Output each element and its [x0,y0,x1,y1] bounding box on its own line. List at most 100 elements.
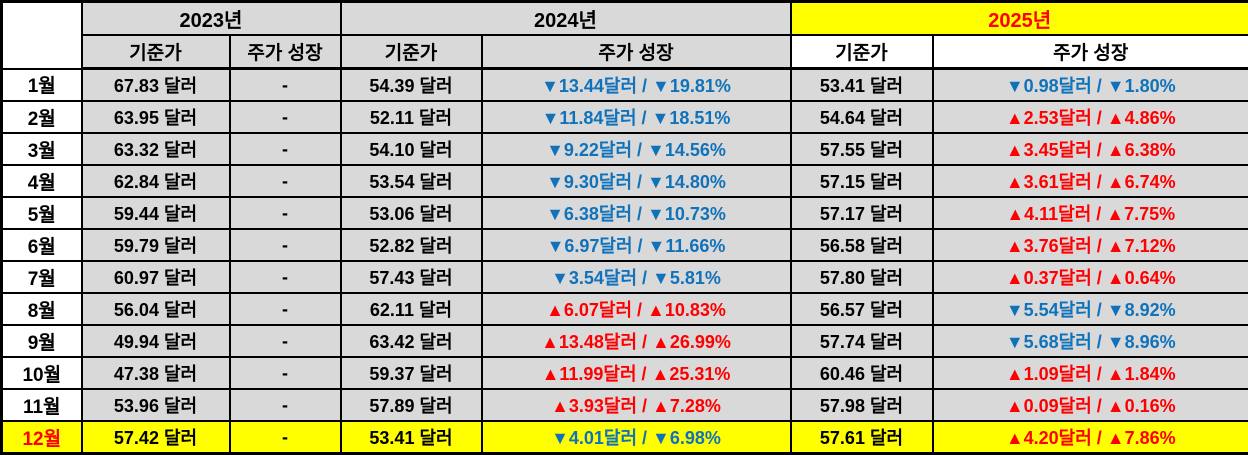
year-2025-header: 2025년 [791,2,1248,36]
base-price-2024-cell: 52.82 달러 [341,229,482,261]
base-price-2025-cell: 57.55 달러 [791,133,933,165]
base-price-2023-cell: 49.94 달러 [82,325,230,357]
month-cell: 3월 [2,133,82,165]
subheader-2023-growth: 주가 성장 [230,35,341,69]
base-price-2023-cell: 56.04 달러 [82,293,230,325]
subheader-2023-base: 기준가 [82,35,230,69]
month-cell: 2월 [2,101,82,133]
base-price-2025-cell: 56.58 달러 [791,229,933,261]
month-cell: 6월 [2,229,82,261]
month-cell: 12월 [2,421,82,454]
growth-2023-cell: - [230,421,341,454]
base-price-2025-cell: 56.57 달러 [791,293,933,325]
growth-2025-cell: ▲1.09달러 / ▲1.84% [933,357,1248,389]
subheader-2025-growth: 주가 성장 [933,35,1248,69]
base-price-2025-cell: 53.41 달러 [791,69,933,102]
table-row: 4월 62.84 달러 - 53.54 달러 ▼9.30달러 / ▼14.80%… [2,165,1248,197]
base-price-2024-cell: 59.37 달러 [341,357,482,389]
base-price-2023-cell: 63.95 달러 [82,101,230,133]
subheader-2024-base: 기준가 [341,35,482,69]
year-2024-header: 2024년 [341,2,791,36]
growth-2025-cell: ▼0.98달러 / ▼1.80% [933,69,1248,102]
year-2023-header: 2023년 [82,2,341,36]
base-price-2023-cell: 60.97 달러 [82,261,230,293]
growth-2023-cell: - [230,101,341,133]
base-price-2025-cell: 54.64 달러 [791,101,933,133]
growth-2023-cell: - [230,261,341,293]
growth-2023-cell: - [230,229,341,261]
subheader-row: 기준가 주가 성장 기준가 주가 성장 기준가 주가 성장 [2,35,1248,69]
growth-2024-cell: ▲6.07달러 / ▲10.83% [482,293,791,325]
base-price-2024-cell: 57.43 달러 [341,261,482,293]
base-price-2023-cell: 67.83 달러 [82,69,230,102]
growth-2025-cell: ▲4.20달러 / ▲7.86% [933,421,1248,454]
base-price-2024-cell: 57.89 달러 [341,389,482,421]
month-cell: 5월 [2,197,82,229]
corner-cell [2,2,82,69]
growth-2023-cell: - [230,357,341,389]
base-price-2025-cell: 57.74 달러 [791,325,933,357]
base-price-2023-cell: 62.84 달러 [82,165,230,197]
table-row: 5월 59.44 달러 - 53.06 달러 ▼6.38달러 / ▼10.73%… [2,197,1248,229]
table-row: 12월 57.42 달러 - 53.41 달러 ▼4.01달러 / ▼6.98%… [2,421,1248,454]
growth-2024-cell: ▼6.97달러 / ▼11.66% [482,229,791,261]
growth-2024-cell: ▼9.30달러 / ▼14.80% [482,165,791,197]
table-row: 2월 63.95 달러 - 52.11 달러 ▼11.84달러 / ▼18.51… [2,101,1248,133]
base-price-2025-cell: 57.17 달러 [791,197,933,229]
growth-2025-cell: ▲3.45달러 / ▲6.38% [933,133,1248,165]
month-cell: 7월 [2,261,82,293]
month-cell: 8월 [2,293,82,325]
growth-2024-cell: ▼6.38달러 / ▼10.73% [482,197,791,229]
growth-2025-cell: ▼5.54달러 / ▼8.92% [933,293,1248,325]
base-price-2023-cell: 47.38 달러 [82,357,230,389]
base-price-2025-cell: 60.46 달러 [791,357,933,389]
base-price-2025-cell: 57.80 달러 [791,261,933,293]
growth-2023-cell: - [230,133,341,165]
base-price-2024-cell: 63.42 달러 [341,325,482,357]
subheader-2024-growth: 주가 성장 [482,35,791,69]
base-price-2023-cell: 53.96 달러 [82,389,230,421]
base-price-2025-cell: 57.15 달러 [791,165,933,197]
growth-2023-cell: - [230,69,341,102]
month-cell: 11월 [2,389,82,421]
growth-2023-cell: - [230,389,341,421]
table-row: 10월 47.38 달러 - 59.37 달러 ▲11.99달러 / ▲25.3… [2,357,1248,389]
growth-2025-cell: ▲0.37달러 / ▲0.64% [933,261,1248,293]
growth-2024-cell: ▼3.54달러 / ▼5.81% [482,261,791,293]
table-body: 1월 67.83 달러 - 54.39 달러 ▼13.44달러 / ▼19.81… [2,69,1248,454]
base-price-2023-cell: 63.32 달러 [82,133,230,165]
growth-2024-cell: ▼11.84달러 / ▼18.51% [482,101,791,133]
table-row: 8월 56.04 달러 - 62.11 달러 ▲6.07달러 / ▲10.83%… [2,293,1248,325]
base-price-2024-cell: 53.54 달러 [341,165,482,197]
growth-2023-cell: - [230,165,341,197]
month-cell: 1월 [2,69,82,102]
base-price-2025-cell: 57.61 달러 [791,421,933,454]
growth-2024-cell: ▼13.44달러 / ▼19.81% [482,69,791,102]
table-row: 9월 49.94 달러 - 63.42 달러 ▲13.48달러 / ▲26.99… [2,325,1248,357]
growth-2023-cell: - [230,325,341,357]
base-price-2023-cell: 59.79 달러 [82,229,230,261]
growth-2025-cell: ▲3.76달러 / ▲7.12% [933,229,1248,261]
base-price-2024-cell: 62.11 달러 [341,293,482,325]
table-row: 7월 60.97 달러 - 57.43 달러 ▼3.54달러 / ▼5.81% … [2,261,1248,293]
base-price-2024-cell: 52.11 달러 [341,101,482,133]
base-price-2025-cell: 57.98 달러 [791,389,933,421]
table-row: 1월 67.83 달러 - 54.39 달러 ▼13.44달러 / ▼19.81… [2,69,1248,102]
growth-2024-cell: ▼9.22달러 / ▼14.56% [482,133,791,165]
base-price-2023-cell: 59.44 달러 [82,197,230,229]
base-price-2024-cell: 54.39 달러 [341,69,482,102]
year-header-row: 2023년 2024년 2025년 [2,2,1248,36]
growth-2025-cell: ▲3.61달러 / ▲6.74% [933,165,1248,197]
base-price-2023-cell: 57.42 달러 [82,421,230,454]
growth-2024-cell: ▲13.48달러 / ▲26.99% [482,325,791,357]
growth-2023-cell: - [230,293,341,325]
growth-2024-cell: ▼4.01달러 / ▼6.98% [482,421,791,454]
subheader-2025-base: 기준가 [791,35,933,69]
month-cell: 4월 [2,165,82,197]
growth-2025-cell: ▲2.53달러 / ▲4.86% [933,101,1248,133]
table-row: 11월 53.96 달러 - 57.89 달러 ▲3.93달러 / ▲7.28%… [2,389,1248,421]
month-cell: 10월 [2,357,82,389]
growth-2024-cell: ▲3.93달러 / ▲7.28% [482,389,791,421]
base-price-2024-cell: 54.10 달러 [341,133,482,165]
